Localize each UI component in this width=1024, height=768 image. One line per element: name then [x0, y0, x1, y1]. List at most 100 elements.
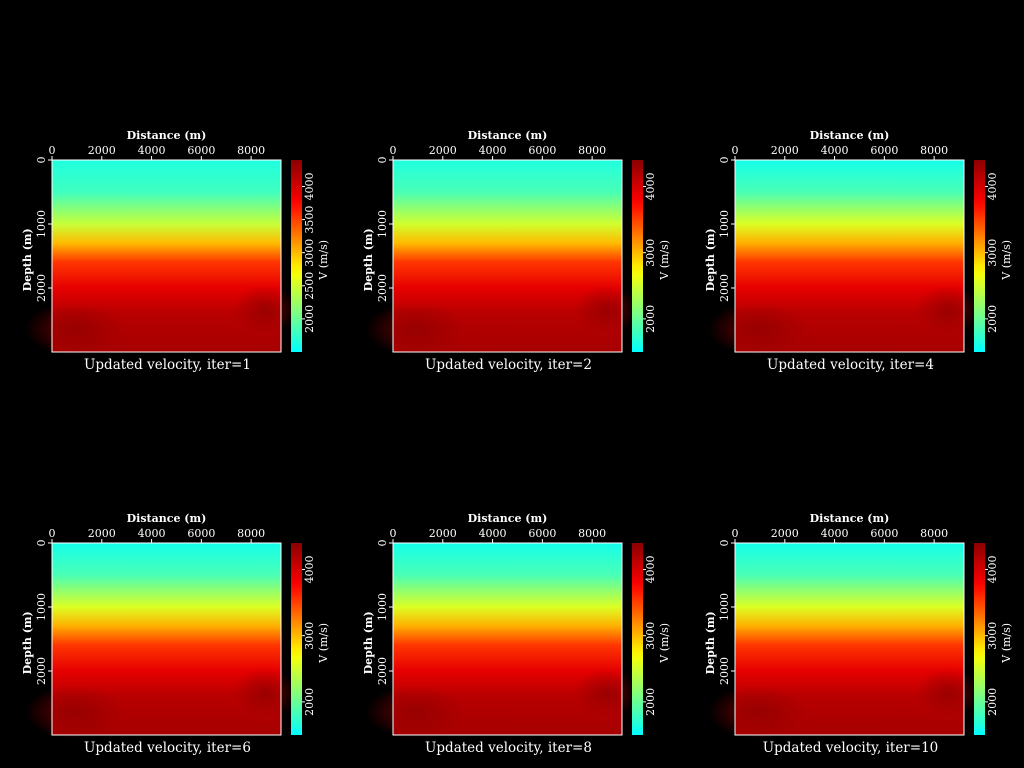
y-tick-label: 2000	[35, 274, 48, 302]
colorbar-tick-label: 2500	[303, 272, 316, 300]
colorbar-label: V (m/s)	[1000, 623, 1013, 664]
y-tick-label: 1000	[376, 593, 389, 621]
plot-frame	[51, 159, 282, 353]
y-tick-label: 1000	[35, 210, 48, 238]
colorbar-tick-label: 2000	[303, 688, 316, 716]
y-tick-label: 0	[718, 540, 731, 547]
y-axis-title: Depth (m)	[21, 611, 34, 674]
x-tick-label: 2000	[88, 527, 116, 540]
x-tick-label: 6000	[870, 527, 898, 540]
colorbar-tick-label: 3500	[303, 206, 316, 234]
y-tick-label: 0	[376, 157, 389, 164]
colorbar-tick-label: 4000	[986, 172, 999, 200]
colorbar-tick-label: 3000	[986, 622, 999, 650]
colorbar	[632, 160, 643, 352]
high-velocity-anomaly	[24, 302, 126, 356]
y-tick-label: 2000	[718, 274, 731, 302]
y-tick-label: 0	[35, 540, 48, 547]
x-tick-label: 8000	[920, 144, 948, 157]
panel-title: Updated velocity, iter=8	[425, 740, 592, 756]
y-tick-label: 2000	[718, 657, 731, 685]
y-axis-title: Depth (m)	[704, 228, 717, 291]
colorbar-tick-label: 3000	[303, 622, 316, 650]
x-tick-label: 6000	[528, 144, 556, 157]
colorbar-tick-label: 3000	[644, 239, 657, 267]
y-tick-label: 2000	[376, 657, 389, 685]
colorbar-tick-label: 4000	[644, 172, 657, 200]
x-tick-label: 0	[390, 144, 397, 157]
colorbar-tick-label: 4000	[986, 555, 999, 583]
high-velocity-anomaly	[915, 284, 981, 335]
x-tick-label: 8000	[578, 527, 606, 540]
x-tick-label: 0	[390, 527, 397, 540]
x-tick-label: 0	[732, 527, 739, 540]
x-tick-label: 8000	[237, 144, 265, 157]
panel-title: Updated velocity, iter=1	[84, 357, 251, 373]
high-velocity-anomaly	[232, 284, 298, 335]
plot-frame	[392, 542, 623, 736]
x-tick-label: 2000	[429, 527, 457, 540]
high-velocity-anomaly	[573, 284, 639, 335]
x-tick-label: 0	[49, 144, 56, 157]
colorbar-label: V (m/s)	[658, 240, 671, 281]
x-tick-label: 6000	[187, 144, 215, 157]
x-tick-label: 0	[732, 144, 739, 157]
x-axis-title: Distance (m)	[127, 129, 207, 142]
x-tick-label: 2000	[771, 144, 799, 157]
plot-frame	[734, 159, 965, 353]
x-tick-label: 6000	[187, 527, 215, 540]
x-axis-title: Distance (m)	[810, 512, 890, 525]
colorbar-label: V (m/s)	[317, 623, 330, 664]
panel-title: Updated velocity, iter=6	[84, 740, 251, 756]
colorbar-tick-label: 2000	[644, 688, 657, 716]
x-tick-label: 6000	[870, 144, 898, 157]
x-tick-label: 8000	[578, 144, 606, 157]
y-tick-label: 0	[376, 540, 389, 547]
high-velocity-anomaly	[573, 667, 639, 718]
x-tick-label: 4000	[479, 527, 507, 540]
colorbar-tick-label: 4000	[644, 555, 657, 583]
x-axis-title: Distance (m)	[127, 512, 207, 525]
x-tick-label: 2000	[429, 144, 457, 157]
colorbar-label: V (m/s)	[1000, 240, 1013, 281]
y-tick-label: 1000	[35, 593, 48, 621]
colorbar	[291, 543, 302, 735]
high-velocity-anomaly	[24, 685, 126, 739]
y-axis-title: Depth (m)	[21, 228, 34, 291]
x-tick-label: 6000	[528, 527, 556, 540]
high-velocity-anomaly	[707, 302, 809, 356]
x-tick-label: 4000	[479, 144, 507, 157]
y-axis-title: Depth (m)	[704, 611, 717, 674]
x-axis-title: Distance (m)	[810, 129, 890, 142]
colorbar-tick-label: 3000	[644, 622, 657, 650]
x-tick-label: 0	[49, 527, 56, 540]
x-tick-label: 4000	[821, 144, 849, 157]
plot-frame	[392, 159, 623, 353]
colorbar-label: V (m/s)	[658, 623, 671, 664]
y-tick-label: 1000	[718, 593, 731, 621]
x-tick-label: 8000	[237, 527, 265, 540]
x-axis-title: Distance (m)	[468, 129, 548, 142]
colorbar-tick-label: 3000	[986, 239, 999, 267]
y-tick-label: 2000	[35, 657, 48, 685]
colorbar	[974, 543, 985, 735]
x-tick-label: 8000	[920, 527, 948, 540]
panel-title: Updated velocity, iter=2	[425, 357, 592, 373]
plot-frame	[51, 542, 282, 736]
colorbar-tick-label: 4000	[303, 555, 316, 583]
colorbar-tick-label: 4000	[303, 172, 316, 200]
y-tick-label: 1000	[376, 210, 389, 238]
colorbar-tick-label: 2000	[303, 305, 316, 333]
colorbar-label: V (m/s)	[317, 240, 330, 281]
colorbar	[632, 543, 643, 735]
x-tick-label: 4000	[138, 527, 166, 540]
high-velocity-anomaly	[232, 667, 298, 718]
colorbar-tick-label: 2000	[644, 305, 657, 333]
colorbar-tick-label: 2000	[986, 688, 999, 716]
